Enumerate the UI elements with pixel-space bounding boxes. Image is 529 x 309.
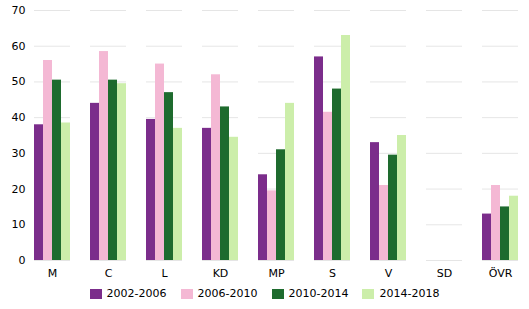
svg-text:70: 70 xyxy=(12,4,26,17)
svg-text:M: M xyxy=(48,267,58,280)
svg-text:10: 10 xyxy=(12,218,26,231)
html-text:2006-2010: 2006-2010 xyxy=(197,287,258,300)
svg-text:C: C xyxy=(105,267,113,280)
svg-text:L: L xyxy=(161,267,168,280)
svg-text:20: 20 xyxy=(12,183,26,196)
svg-text:KD: KD xyxy=(213,267,229,280)
svg-text:30: 30 xyxy=(12,147,26,160)
svg-text:60: 60 xyxy=(12,40,26,53)
svg-text:50: 50 xyxy=(12,75,26,88)
svg-text:MP: MP xyxy=(268,267,284,280)
svg-text:SD: SD xyxy=(437,267,452,280)
html-text:2010-2014: 2010-2014 xyxy=(288,287,349,300)
svg-text:40: 40 xyxy=(12,111,26,124)
svg-text:S: S xyxy=(329,267,336,280)
html-text:2002-2006: 2002-2006 xyxy=(106,287,167,300)
svg-text:V: V xyxy=(385,267,393,280)
svg-text:ÖVR: ÖVR xyxy=(489,267,513,280)
html-text:2014-2018: 2014-2018 xyxy=(379,287,440,300)
svg-text:0: 0 xyxy=(19,254,26,267)
